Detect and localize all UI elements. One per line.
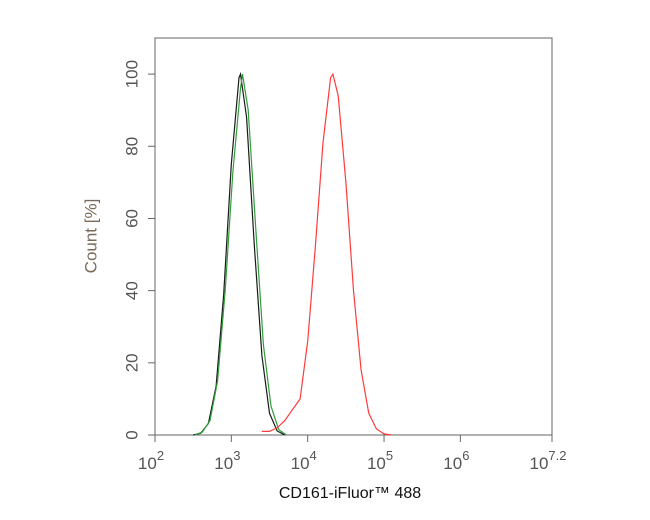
x-tick-base: 10 — [530, 454, 549, 473]
y-tick-label: 100 — [122, 60, 141, 88]
x-tick-label: 102 — [138, 448, 164, 473]
histogram-line — [261, 72, 392, 436]
plot-frame — [154, 37, 553, 436]
x-tick-base: 10 — [291, 454, 310, 473]
x-tick-base: 10 — [443, 454, 462, 473]
x-tick-base: 10 — [214, 454, 233, 473]
x-tick-label: 106 — [443, 448, 469, 473]
x-tick-exponent: 5 — [386, 448, 393, 463]
x-tick-exponent: 6 — [462, 448, 469, 463]
histogram-line — [194, 74, 287, 436]
x-tick-exponent: 7.2 — [548, 448, 566, 463]
y-tick-label: 0 — [122, 430, 141, 439]
y-tick-label: 20 — [122, 353, 141, 372]
x-tick-label: 107.2 — [530, 448, 567, 473]
x-axis-label: CD161-iFluor™ 488 — [279, 485, 421, 502]
x-tick-base: 10 — [367, 454, 386, 473]
y-axis-label: Count [%] — [81, 199, 100, 274]
y-tick-label: 60 — [122, 209, 141, 228]
x-tick-exponent: 2 — [157, 448, 164, 463]
x-tick-label: 104 — [291, 448, 317, 473]
x-tick-label: 103 — [214, 448, 240, 473]
x-tick-label: 105 — [367, 448, 393, 473]
x-tick-base: 10 — [138, 454, 157, 473]
y-tick-label: 40 — [122, 281, 141, 300]
y-tick-label: 80 — [122, 137, 141, 156]
histogram-line — [192, 71, 286, 436]
x-tick-exponent: 4 — [310, 448, 317, 463]
x-tick-exponent: 3 — [233, 448, 240, 463]
